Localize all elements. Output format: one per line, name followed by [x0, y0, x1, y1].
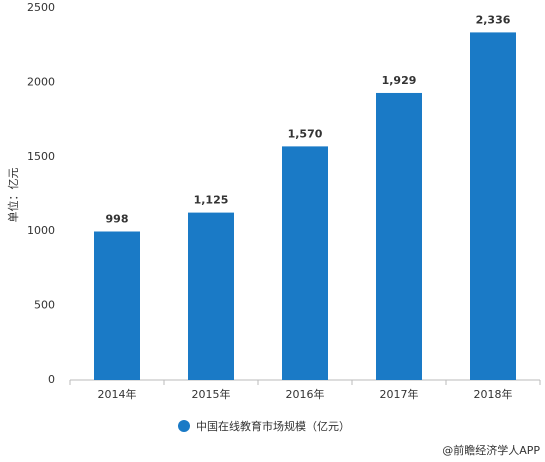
- y-tick-label: 0: [48, 373, 55, 386]
- bar: [94, 231, 140, 380]
- bar: [188, 212, 234, 380]
- x-tick-label: 2016年: [286, 387, 325, 401]
- value-label: 2,336: [476, 13, 511, 26]
- y-tick-label: 2000: [27, 75, 55, 88]
- x-tick-label: 2015年: [192, 387, 231, 401]
- legend-swatch: [178, 420, 190, 432]
- legend-label: 中国在线教育市场规模（亿元）: [196, 419, 350, 433]
- value-label: 998: [106, 212, 129, 225]
- source: @前瞻经济学人APP: [442, 443, 540, 457]
- y-tick-label: 1500: [27, 150, 55, 163]
- value-label: 1,125: [194, 194, 229, 207]
- x-tick-label: 2017年: [380, 387, 419, 401]
- value-label: 1,570: [288, 127, 323, 140]
- x-tick-label: 2018年: [474, 387, 513, 401]
- value-label: 1,929: [382, 74, 417, 87]
- bar: [470, 32, 516, 380]
- x-tick-label: 2014年: [98, 387, 137, 401]
- y-tick-label: 1000: [27, 224, 55, 237]
- bar: [282, 146, 328, 380]
- bar: [376, 92, 422, 381]
- y-axis-label: 单位：亿元: [6, 168, 20, 223]
- y-tick-label: 500: [34, 299, 55, 312]
- y-tick-label: 2500: [27, 1, 55, 14]
